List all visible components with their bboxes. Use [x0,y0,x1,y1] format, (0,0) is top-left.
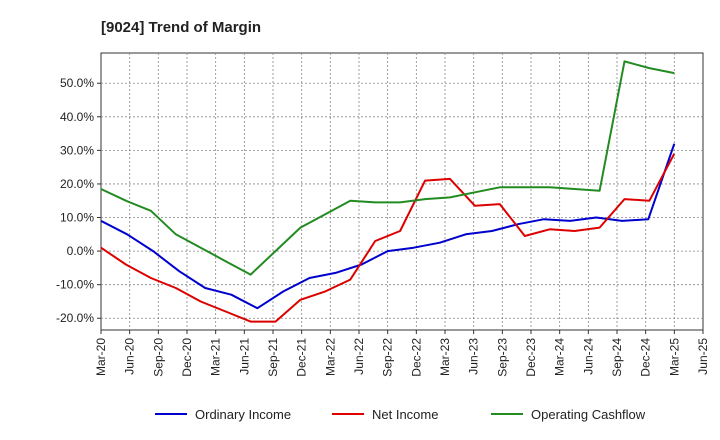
legend-label: Operating Cashflow [531,407,646,422]
x-tick-label: Mar-22 [323,338,337,376]
y-tick-label: 40.0% [60,110,94,124]
legend: Ordinary Income Net Income Operating Cashf… [155,407,646,422]
x-tick-label: Jun-23 [467,338,481,375]
y-tick-label: -10.0% [56,278,94,292]
x-tick-label: Jun-24 [581,338,595,375]
x-tick-label: Dec-21 [295,338,309,377]
x-tick-label: Dec-22 [409,338,423,377]
x-tick-label: Mar-25 [667,338,681,376]
chart-title: [9024] Trend of Margin [101,19,261,36]
series-lines [100,60,676,323]
x-tick-label: Dec-23 [524,338,538,377]
y-tick-label: 10.0% [60,211,94,225]
x-tick-label: Sep-21 [266,338,280,377]
y-tick-label: 0.0% [67,244,95,258]
series-line-net-income [100,153,676,323]
x-tick-label: Jun-22 [352,338,366,375]
series-line-ordinary-income [100,143,676,310]
y-tick-label: 50.0% [60,76,94,90]
legend-label: Net Income [372,407,438,422]
y-tick-label: 30.0% [60,143,94,157]
legend-label: Ordinary Income [195,407,291,422]
x-tick-label: Sep-22 [381,338,395,377]
x-tick-label: Jun-25 [696,338,710,375]
x-tick-label: Dec-20 [180,338,194,377]
x-tick-label: Jun-21 [237,338,251,375]
x-tick-label: Sep-20 [151,338,165,377]
plot-frame [100,52,704,331]
x-tick-label: Dec-24 [639,338,653,377]
x-tick-label: Sep-24 [610,338,624,377]
axes: Mar-20 Jun-20 Sep-20 Dec-20 Mar-21 Jun-21 Sep-… [56,76,710,376]
x-tick-label: Mar-20 [94,338,108,376]
x-tick-label: Mar-23 [438,338,452,376]
grid [100,52,704,331]
x-tick-label: Jun-20 [123,338,137,375]
x-tick-label: Mar-24 [553,338,567,376]
series-line-operating-cashflow [100,60,675,276]
y-tick-label: -20.0% [56,311,94,325]
x-tick-label: Mar-21 [209,338,223,376]
x-tick-label: Sep-23 [495,338,509,377]
y-tick-label: 20.0% [60,177,94,191]
